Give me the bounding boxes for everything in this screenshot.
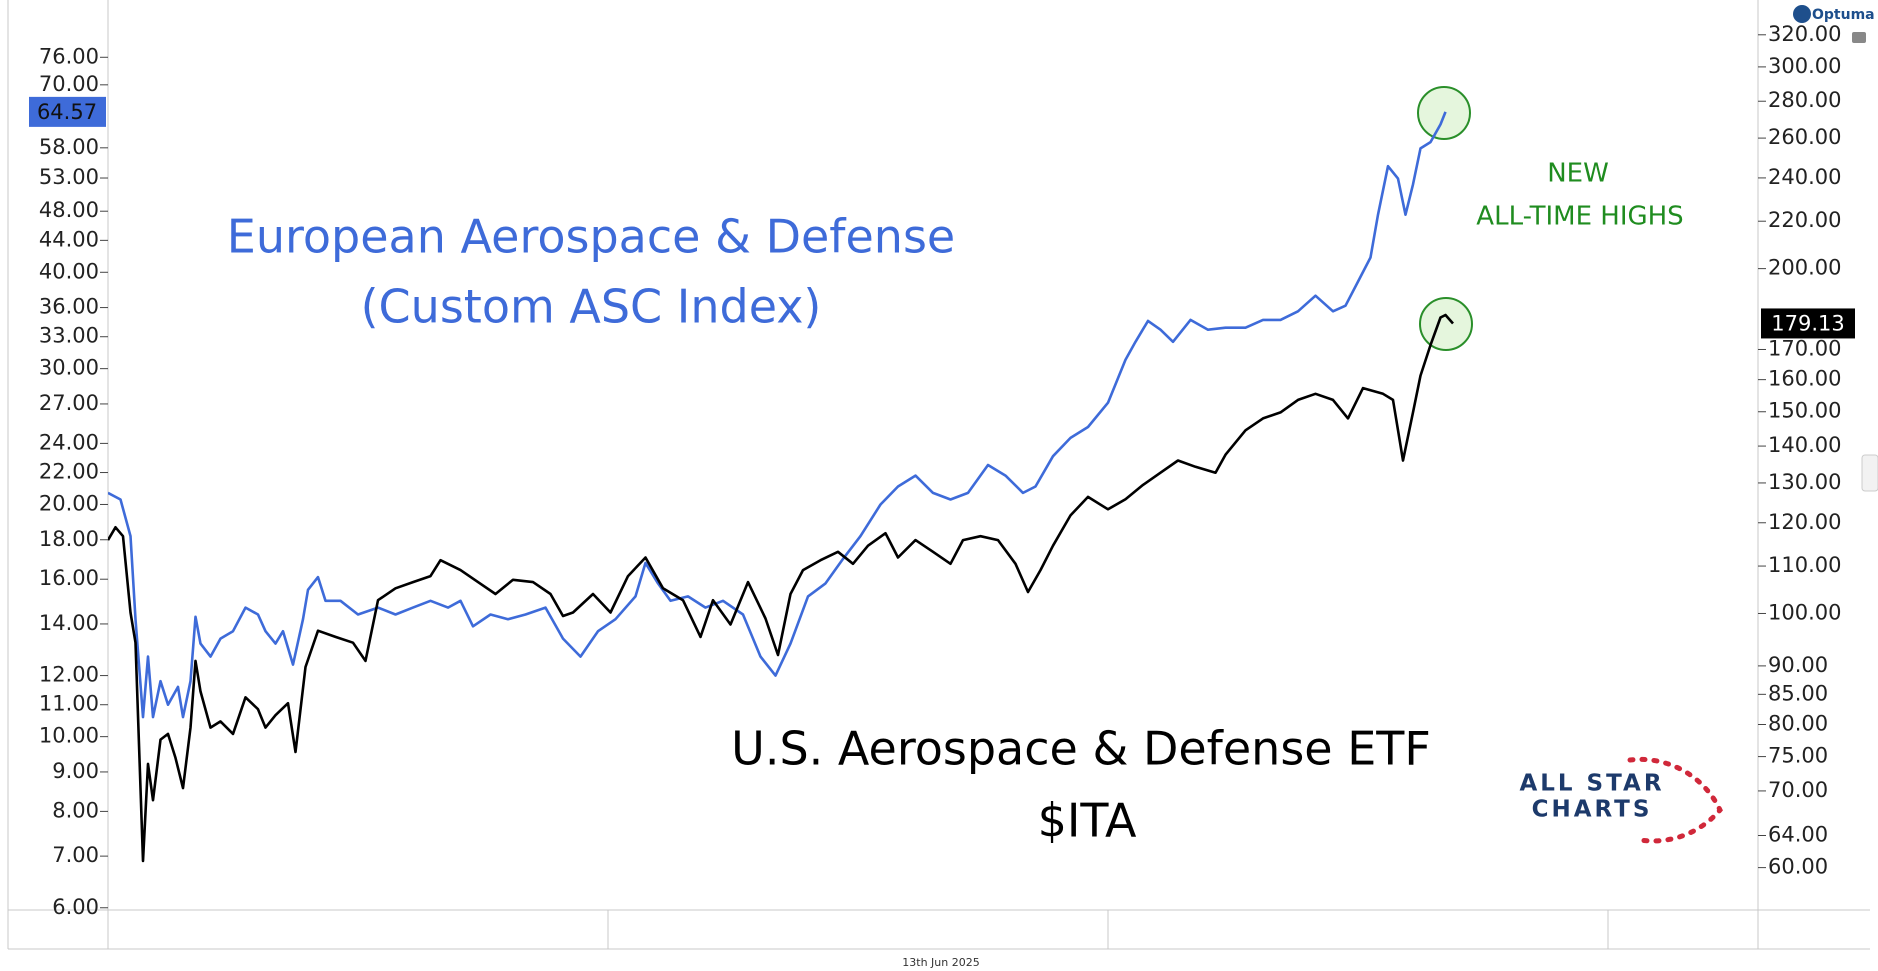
- y2-tick-label: 260.00: [1768, 125, 1841, 149]
- y-tick-label: 7.00: [52, 843, 99, 867]
- y-tick-label: 9.00: [52, 759, 99, 783]
- last-price-label: 179.13: [1771, 311, 1844, 335]
- y-tick-label: 22.00: [39, 460, 99, 484]
- y-tick-label: 20.00: [39, 491, 99, 515]
- y-tick-label: 76.00: [39, 44, 99, 68]
- y2-tick-label: 200.00: [1768, 256, 1841, 280]
- annotation: U.S. Aerospace & Defense ETF: [731, 722, 1431, 776]
- y2-tick-label: 300.00: [1768, 54, 1841, 78]
- y2-tick-label: 160.00: [1768, 367, 1841, 391]
- y2-tick-label: 70.00: [1768, 778, 1828, 802]
- y2-tick-label: 240.00: [1768, 165, 1841, 189]
- annotation: ALL-TIME HIGHS: [1476, 202, 1683, 232]
- annotation: $ITA: [1038, 794, 1137, 848]
- y-tick-label: 53.00: [39, 165, 99, 189]
- y2-tick-label: 75.00: [1768, 744, 1828, 768]
- y2-tick-label: 120.00: [1768, 510, 1841, 534]
- y2-tick-label: 280.00: [1768, 88, 1841, 112]
- y2-tick-label: 64.00: [1768, 823, 1828, 847]
- brand-icon: [1793, 5, 1811, 23]
- annotation: European Aerospace & Defense: [227, 210, 955, 264]
- y2-tick-label: 320.00: [1768, 22, 1841, 46]
- side-tab[interactable]: [1861, 454, 1878, 492]
- y-tick-label: 33.00: [39, 324, 99, 348]
- y2-tick-label: 60.00: [1768, 855, 1828, 879]
- highlight-circle: [1419, 297, 1473, 351]
- y-tick-label: 8.00: [52, 798, 99, 822]
- brand-label: Optuma: [1812, 7, 1875, 23]
- logo-stars: [1627, 756, 1723, 844]
- y2-tick-label: 130.00: [1768, 470, 1841, 494]
- y-tick-label: 30.00: [39, 356, 99, 380]
- logo-text: ALL STAR: [1519, 771, 1664, 797]
- y-tick-label: 6.00: [52, 895, 99, 919]
- y2-tick-label: 140.00: [1768, 433, 1841, 457]
- y2-tick-label: 220.00: [1768, 208, 1841, 232]
- date-label: 13th Jun 2025: [902, 956, 979, 969]
- annotation: NEW: [1547, 159, 1609, 189]
- y-tick-label: 11.00: [39, 692, 99, 716]
- last-price-label: 64.57: [37, 100, 97, 124]
- lock-icon[interactable]: [1852, 32, 1866, 43]
- y-tick-label: 27.00: [39, 391, 99, 415]
- y-tick-label: 14.00: [39, 611, 99, 635]
- y2-tick-label: 150.00: [1768, 399, 1841, 423]
- y-tick-label: 44.00: [39, 227, 99, 251]
- y-tick-label: 24.00: [39, 430, 99, 454]
- y-tick-label: 70.00: [39, 72, 99, 96]
- y-tick-label: 18.00: [39, 527, 99, 551]
- y2-tick-label: 90.00: [1768, 653, 1828, 677]
- y-tick-label: 36.00: [39, 295, 99, 319]
- y-tick-label: 12.00: [39, 663, 99, 687]
- series-line: [108, 111, 1447, 719]
- y-tick-label: 16.00: [39, 566, 99, 590]
- logo-text: CHARTS: [1532, 797, 1653, 823]
- y-tick-label: 48.00: [39, 198, 99, 222]
- y2-tick-label: 100.00: [1768, 600, 1841, 624]
- y2-tick-label: 85.00: [1768, 681, 1828, 705]
- y2-tick-label: 170.00: [1768, 336, 1841, 360]
- annotation: (Custom ASC Index): [361, 280, 822, 334]
- series-line: [108, 313, 1454, 863]
- y2-tick-label: 80.00: [1768, 711, 1828, 735]
- last-price-box: [29, 96, 106, 127]
- last-price-box: [1761, 308, 1855, 339]
- y-tick-label: 10.00: [39, 724, 99, 748]
- y-tick-label: 58.00: [39, 135, 99, 159]
- y2-tick-label: 110.00: [1768, 553, 1841, 577]
- y-tick-label: 40.00: [39, 259, 99, 283]
